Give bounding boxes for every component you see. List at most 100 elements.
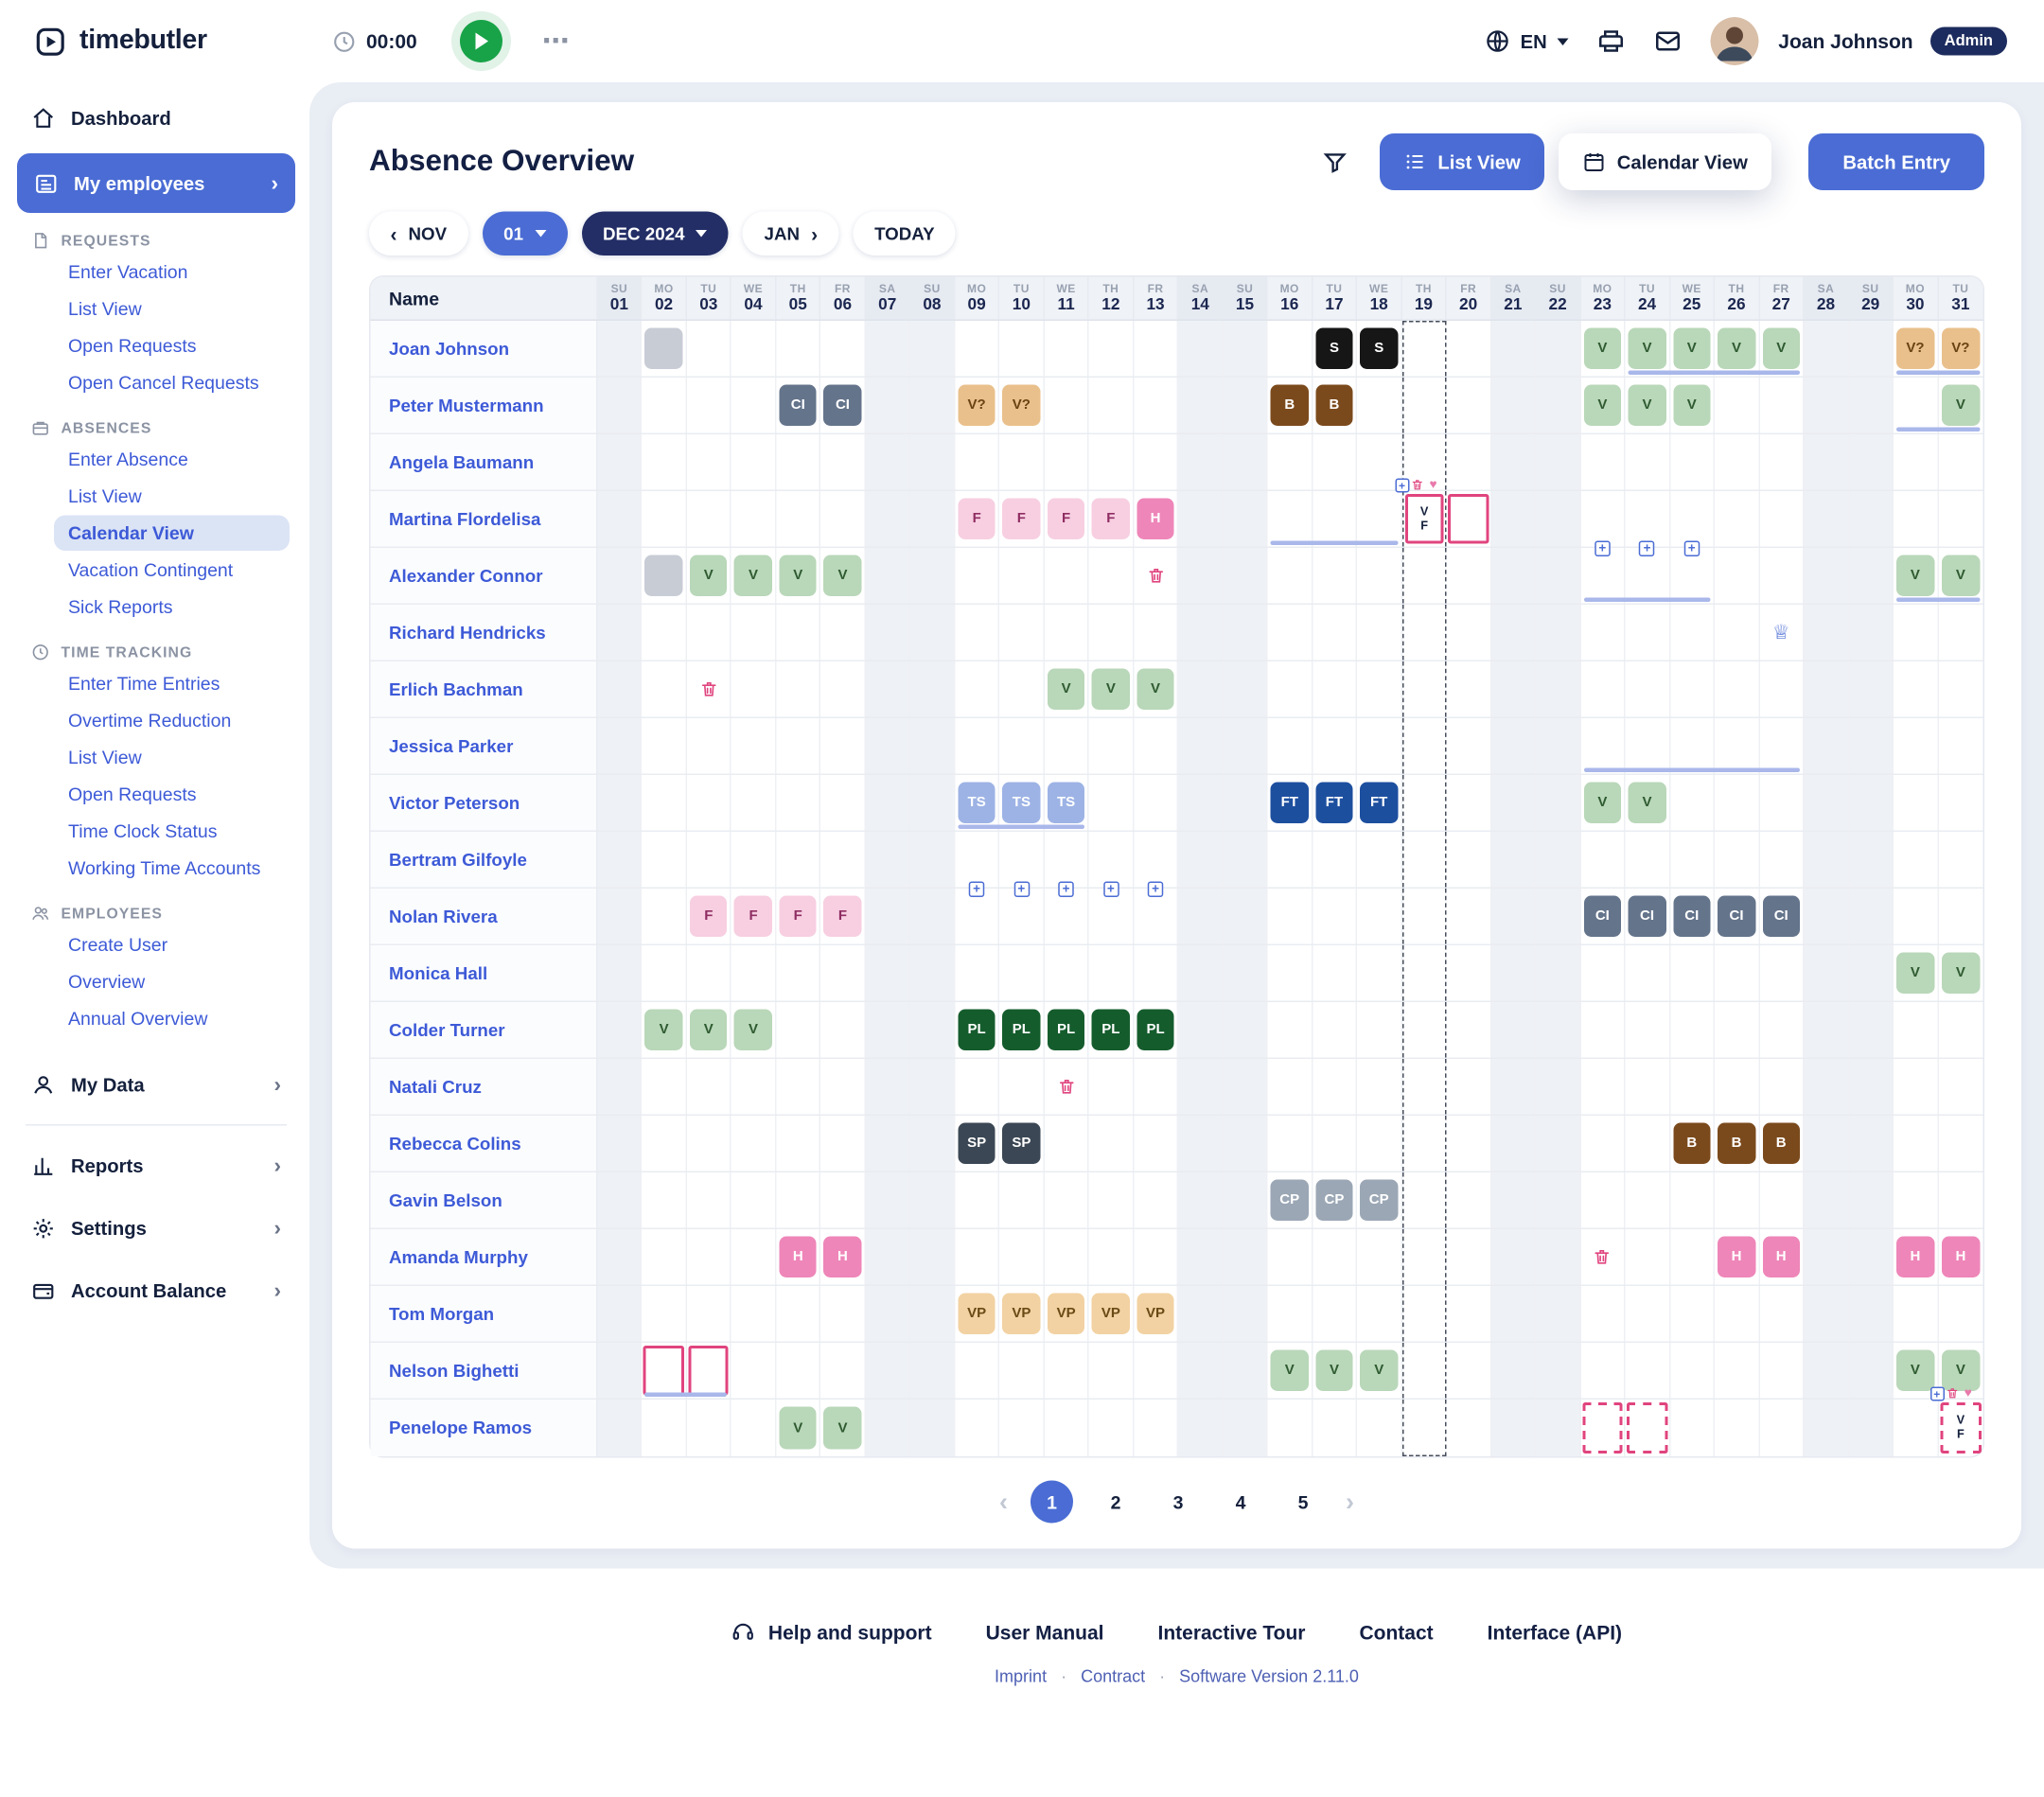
absence-cell-21[interactable]: [1491, 491, 1537, 547]
absence-cell-16[interactable]: [1268, 1002, 1313, 1058]
absence-cell-30[interactable]: [1894, 434, 1939, 490]
absence-cell-11[interactable]: [1045, 945, 1089, 1001]
plus-marker-icon[interactable]: +: [968, 881, 985, 897]
absence-cell-07[interactable]: [865, 775, 911, 831]
absence-cell-20[interactable]: [1447, 378, 1492, 433]
absence-cell-09[interactable]: [955, 548, 1000, 604]
absence-cell-15[interactable]: [1223, 661, 1268, 717]
absence-cell-10[interactable]: [1000, 548, 1045, 604]
absence-cell-13[interactable]: [1134, 718, 1179, 774]
absence-cell-08[interactable]: [910, 1172, 956, 1228]
absence-cell-27[interactable]: [1759, 1400, 1805, 1456]
absence-cell-02[interactable]: [643, 775, 687, 831]
absence-cell-22[interactable]: [1536, 889, 1581, 944]
absence-cell-07[interactable]: [865, 434, 911, 490]
absence-cell-28[interactable]: [1804, 1343, 1849, 1399]
absence-cell-01[interactable]: [597, 889, 643, 944]
absence-chip-vp[interactable]: VP: [1137, 1293, 1174, 1334]
absence-cell-31[interactable]: [1938, 1002, 1982, 1058]
absence-cell-01[interactable]: [597, 775, 643, 831]
absence-cell-11[interactable]: [1045, 434, 1089, 490]
absence-cell-23[interactable]: [1580, 1002, 1626, 1058]
absence-cell-22[interactable]: [1536, 832, 1581, 888]
absence-cell-08[interactable]: [910, 378, 956, 433]
absence-cell-18[interactable]: [1355, 491, 1402, 547]
absence-cell-24[interactable]: [1626, 491, 1670, 547]
absence-cell-05[interactable]: [776, 434, 821, 490]
absence-cell-01[interactable]: [597, 491, 643, 547]
absence-cell-08[interactable]: [910, 832, 956, 888]
employee-name[interactable]: Tom Morgan: [370, 1286, 598, 1342]
absence-cell-29[interactable]: [1848, 945, 1894, 1001]
absence-cell-02[interactable]: [643, 434, 687, 490]
absence-cell-07[interactable]: [865, 661, 911, 717]
absence-cell-19[interactable]: [1401, 548, 1447, 604]
absence-cell-18[interactable]: [1357, 718, 1402, 774]
absence-cell-19[interactable]: [1401, 378, 1447, 433]
absence-cell-05[interactable]: [776, 1172, 821, 1228]
absence-cell-22[interactable]: [1536, 378, 1581, 433]
absence-cell-21[interactable]: [1491, 945, 1537, 1001]
absence-cell-03[interactable]: [687, 1172, 732, 1228]
absence-chip-vp[interactable]: VP: [958, 1293, 996, 1334]
absence-cell-16[interactable]: V: [1268, 1343, 1313, 1399]
heart-icon[interactable]: ♥: [1964, 1385, 1972, 1400]
absence-cell-17[interactable]: FT: [1313, 775, 1358, 831]
absence-cell-14[interactable]: [1178, 1059, 1224, 1115]
absence-cell-14[interactable]: [1178, 775, 1224, 831]
absence-cell-15[interactable]: [1223, 1400, 1268, 1456]
absence-cell-24[interactable]: [1626, 1116, 1670, 1172]
absence-cell-20[interactable]: [1447, 889, 1492, 944]
absence-cell-16[interactable]: [1268, 1116, 1313, 1172]
absence-cell-10[interactable]: +: [1000, 881, 1045, 944]
absence-cell-31[interactable]: V?: [1936, 321, 1982, 377]
calendar-view-button[interactable]: Calendar View: [1559, 133, 1772, 190]
absence-cell-01[interactable]: [597, 832, 643, 888]
absence-cell-07[interactable]: [865, 1172, 911, 1228]
absence-cell-28[interactable]: [1804, 718, 1849, 774]
absence-cell-09[interactable]: SP: [955, 1116, 1000, 1172]
absence-cell-09[interactable]: [955, 1172, 1000, 1228]
absence-chip-f[interactable]: F: [958, 498, 996, 539]
absence-cell-22[interactable]: [1536, 1343, 1581, 1399]
absence-cell-20[interactable]: [1447, 321, 1492, 377]
absence-cell-19[interactable]: [1401, 1059, 1447, 1115]
absence-cell-17[interactable]: [1313, 718, 1358, 774]
absence-chip-v[interactable]: V: [734, 555, 772, 596]
absence-cell-11[interactable]: [1045, 605, 1089, 661]
absence-chip-v[interactable]: V: [1628, 327, 1666, 369]
employee-name[interactable]: Nolan Rivera: [370, 889, 598, 944]
absence-cell-10[interactable]: VP: [1000, 1286, 1045, 1342]
absence-cell-28[interactable]: [1804, 1286, 1849, 1342]
absence-cell-06[interactable]: [821, 718, 866, 774]
absence-cell-19[interactable]: [1401, 434, 1447, 490]
absence-cell-06[interactable]: [821, 661, 866, 717]
absence-chip-ci[interactable]: CI: [1762, 895, 1801, 937]
absence-cell-26[interactable]: B: [1715, 1116, 1760, 1172]
absence-cell-02[interactable]: [643, 718, 687, 774]
absence-chip-b[interactable]: B: [1762, 1122, 1801, 1164]
absence-cell-14[interactable]: [1178, 491, 1224, 547]
absence-cell-30[interactable]: [1894, 718, 1939, 774]
absence-cell-22[interactable]: [1536, 321, 1581, 377]
absence-cell-17[interactable]: S: [1313, 321, 1358, 377]
pagination-page-5[interactable]: 5: [1297, 1490, 1309, 1513]
absence-cell-13[interactable]: [1134, 1229, 1179, 1285]
absence-cell-31[interactable]: [1938, 491, 1982, 547]
absence-cell-31[interactable]: [1938, 434, 1982, 490]
absence-cell-15[interactable]: [1223, 605, 1268, 661]
absence-cell-10[interactable]: [1000, 832, 1045, 888]
absence-cell-11[interactable]: PL: [1045, 1002, 1089, 1058]
absence-cell-26[interactable]: [1715, 1002, 1760, 1058]
day-select[interactable]: 01: [482, 211, 568, 255]
absence-cell-10[interactable]: F: [1000, 491, 1045, 547]
start-timer-button[interactable]: [459, 20, 502, 62]
absence-cell-03[interactable]: [687, 1229, 732, 1285]
absence-cell-07[interactable]: [865, 718, 911, 774]
absence-chip-f[interactable]: F: [779, 895, 818, 937]
absence-cell-30[interactable]: [1894, 1172, 1939, 1228]
absence-cell-24[interactable]: CI: [1626, 889, 1670, 944]
absence-cell-25[interactable]: B: [1670, 1116, 1716, 1172]
absence-cell-04[interactable]: [731, 1116, 777, 1172]
sidebar-item-working-time-accounts[interactable]: Working Time Accounts: [68, 857, 261, 879]
